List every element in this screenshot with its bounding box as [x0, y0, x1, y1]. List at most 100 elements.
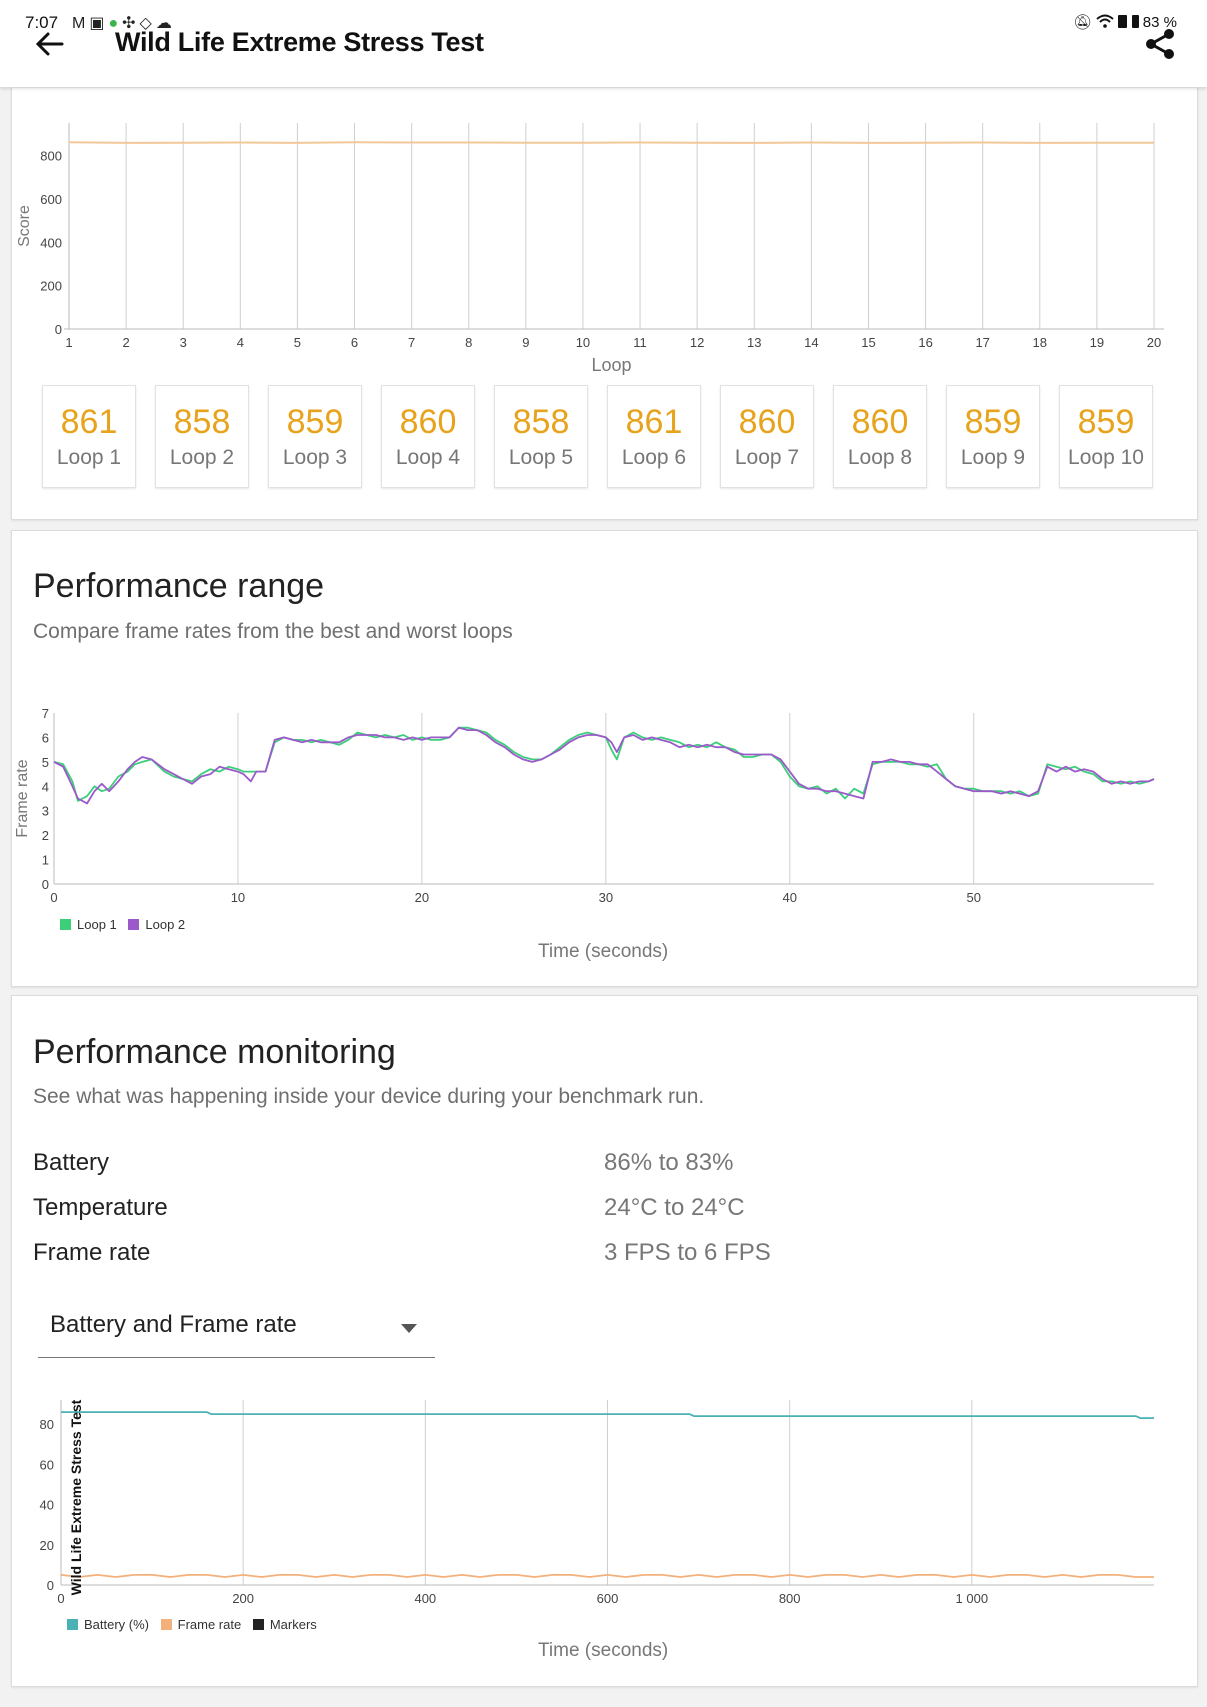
y-tick-label: 4: [42, 779, 49, 794]
stat-label-battery: Battery: [33, 1149, 110, 1176]
score-chart: 1 2 3 4 5 6 7 8 9 10 11 12 13 14 15 16 17 18 19 20020040060…: [16, 123, 1164, 375]
chevron-down-icon: [401, 1324, 417, 1333]
loop-tile[interactable]: 860 Loop 8: [833, 385, 927, 488]
y-tick-label: 1: [42, 853, 49, 868]
calendar-icon: ▣: [89, 15, 109, 32]
y-tick-label: 0: [42, 877, 49, 892]
monitoring-legend: Battery (%) Frame rate Markers: [67, 1617, 325, 1632]
share-icon[interactable]: [1143, 27, 1177, 61]
legend-item-loop2[interactable]: Loop 2: [128, 917, 185, 932]
battery-percent: 83 %: [1142, 14, 1177, 31]
loop-tile[interactable]: 860 Loop 4: [381, 385, 475, 488]
legend-swatch-markers: [252, 1619, 264, 1630]
loop-tile[interactable]: 859 Loop 9: [946, 385, 1040, 488]
security-icon: ◇: [139, 15, 156, 32]
x-tick-label: 1: [65, 335, 72, 350]
y-tick-label: 5: [42, 755, 49, 770]
x-tick-label: 4: [237, 335, 244, 350]
x-tick-label: 14: [804, 335, 818, 350]
x-tick-label: 10: [576, 335, 590, 350]
chart-type-dropdown[interactable]: Battery and Frame rate: [38, 1302, 435, 1358]
x-tick-label: 10: [231, 890, 245, 905]
x-tick-label: 50: [966, 890, 980, 905]
y-tick-label: 0: [47, 1578, 54, 1593]
legend-swatch-framerate: [160, 1619, 172, 1630]
dropdown-selected-value: Battery and Frame rate: [50, 1311, 297, 1338]
x-tick-label: 20: [415, 890, 429, 905]
legend-swatch-loop2: [128, 919, 140, 930]
x-tick-label: 15: [861, 335, 875, 350]
loop-score: 858: [512, 403, 570, 441]
loop-score: 860: [399, 403, 457, 441]
loop-tile[interactable]: 858 Loop 5: [494, 385, 588, 488]
legend-item-loop1[interactable]: Loop 1: [60, 917, 117, 932]
loop-label: Loop 7: [734, 446, 800, 469]
y-tick-label: 6: [42, 730, 49, 745]
performance-range-title: Performance range: [33, 567, 325, 605]
loop-score: 860: [851, 403, 909, 441]
y-tick-label: 60: [40, 1457, 54, 1472]
loop-score: 861: [60, 403, 118, 441]
status-icons-left: M▣●✣◇☁: [72, 13, 176, 33]
x-tick-label: 400: [414, 1591, 436, 1606]
x-tick-label: 12: [690, 335, 704, 350]
page-title: Wild Life Extreme Stress Test: [115, 27, 484, 57]
x-tick-label: 13: [747, 335, 761, 350]
y-tick-label: 200: [40, 279, 62, 294]
y-tick-label: 80: [40, 1417, 54, 1432]
x-tick-label: 30: [599, 890, 613, 905]
sim-icon: [1118, 15, 1128, 28]
loop-label: Loop 8: [847, 446, 913, 469]
frame-rate-legend: Loop 1 Loop 2: [60, 917, 193, 932]
loop-label: Loop 10: [1068, 446, 1144, 469]
x-axis-label: Loop: [591, 355, 631, 375]
loop-tile[interactable]: 860 Loop 7: [720, 385, 814, 488]
y-tick-label: 0: [55, 322, 62, 337]
x-tick-label: 19: [1090, 335, 1104, 350]
stat-value-temperature: 24°C to 24°C: [604, 1194, 745, 1221]
legend-label: Loop 1: [77, 917, 117, 932]
legend-item-markers[interactable]: Markers: [252, 1617, 317, 1632]
loop-score: 859: [1077, 403, 1135, 441]
wifi-icon: [1096, 14, 1114, 28]
loop-label: Loop 3: [282, 446, 348, 469]
performance-monitoring-title: Performance monitoring: [33, 1033, 396, 1071]
series-line-loop2: [53, 726, 1155, 805]
x-tick-label: 5: [294, 335, 301, 350]
loop-tile[interactable]: 859 Loop 3: [268, 385, 362, 488]
arrow-left-icon[interactable]: [32, 26, 68, 62]
loop-tile[interactable]: 858 Loop 2: [155, 385, 249, 488]
x-tick-label: 7: [408, 335, 415, 350]
y-tick-label: 600: [40, 192, 62, 207]
x-tick-label: 6: [351, 335, 358, 350]
x-tick-label: 8: [465, 335, 472, 350]
loop-tile[interactable]: 859 Loop 10: [1059, 385, 1153, 488]
y-tick-label: 400: [40, 235, 62, 250]
monitoring-chart: 0 200 400 600 800 1 000 0 20 40 60 80 Wild Life Ext…: [40, 1399, 1154, 1606]
loop-tile[interactable]: 861 Loop 6: [607, 385, 701, 488]
y-tick-label: 7: [42, 706, 49, 721]
loop-label: Loop 5: [508, 446, 574, 469]
score-line: [68, 141, 1154, 144]
legend-item-framerate[interactable]: Frame rate: [160, 1617, 241, 1632]
stat-label-frame-rate: Frame rate: [33, 1239, 151, 1266]
x-tick-label: 20: [1147, 335, 1161, 350]
y-axis-label: Score: [16, 205, 33, 247]
x-tick-label: 17: [975, 335, 989, 350]
x-axis-label: Time (seconds): [538, 1640, 669, 1661]
legend-swatch-battery: [67, 1619, 78, 1630]
x-tick-label: 40: [783, 890, 797, 905]
x-tick-label: 800: [779, 1591, 801, 1606]
fan-icon: ✣: [122, 15, 140, 32]
loop-score: 861: [625, 403, 683, 441]
loop-tile[interactable]: 861 Loop 1: [42, 385, 136, 488]
legend-item-battery[interactable]: Battery (%): [67, 1617, 149, 1632]
stat-label-temperature: Temperature: [33, 1194, 168, 1221]
chart-vertical-title: Wild Life Extreme Stress Test: [68, 1399, 84, 1595]
y-tick-label: 3: [42, 804, 49, 819]
loop-label: Loop 2: [169, 446, 235, 469]
x-tick-label: 1 000: [956, 1591, 989, 1606]
gmail-icon: M: [72, 15, 90, 32]
y-tick-label: 2: [42, 828, 49, 843]
performance-monitoring-subtitle: See what was happening inside your devic…: [33, 1085, 705, 1108]
